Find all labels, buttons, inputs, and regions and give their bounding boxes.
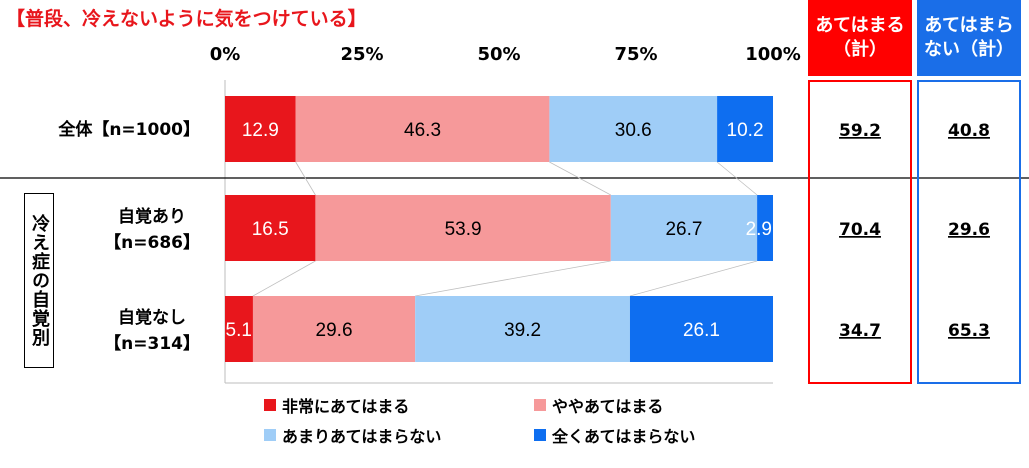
connector-line [252,260,316,297]
agree-header-line2: （計） [833,39,887,60]
x-tick-label: 75% [614,44,657,65]
data-label: 26.1 [683,320,720,341]
agree-total-column [808,80,912,384]
disagree-total-value: 40.8 [948,121,990,141]
bar-segment [757,195,773,261]
group-label: 冷え症の自覚別 [29,214,50,347]
data-label: 46.3 [404,120,441,141]
legend-item-somewhat: ややあてはまる [534,393,663,417]
data-label: 26.7 [665,219,702,240]
connector-line [716,161,758,196]
legend-item-not-much: あまりあてはまらない [264,423,441,447]
data-label: 39.2 [504,320,541,341]
category-label: 全体【n=1000】 [57,119,200,140]
legend-swatch [264,399,276,411]
bar-segment [549,96,718,162]
bar-segment [295,96,550,162]
bar-segment [629,296,773,362]
bar-segment [252,296,416,362]
x-tick-label: 25% [340,44,383,65]
legend-swatch [534,399,546,411]
disagree-total-header: あてはまら ない（計） [917,0,1021,76]
x-tick-label: 100% [745,44,801,65]
bar-segment [225,296,253,362]
data-label: 16.5 [252,219,289,240]
data-label: 53.9 [445,219,482,240]
connector-line [295,161,316,196]
disagree-total-value: 65.3 [948,321,990,341]
data-label: 29.6 [316,320,353,341]
disagree-header-line1: あてはまら [924,15,1014,36]
category-label: 自覚なし [118,307,186,328]
agree-total-value: 70.4 [839,220,881,240]
connector-line [549,161,611,196]
agree-header-line1: あてはまる [815,15,905,36]
data-label: 10.2 [727,120,764,141]
agree-total-value: 59.2 [839,121,881,141]
bar-segment [415,296,630,362]
legend-label: あまりあてはまらない [282,427,442,446]
disagree-header-line2: ない（計） [924,39,1014,60]
agree-total-value: 34.7 [839,321,881,341]
legend-swatch [534,429,546,441]
disagree-total-value: 29.6 [948,220,990,240]
bar-segment [610,195,758,261]
group-label-box: 冷え症の自覚別 [24,193,54,368]
bar-segment [315,195,611,261]
data-label: 5.1 [226,320,252,341]
x-tick-label: 0% [210,44,241,65]
data-label: 12.9 [242,120,279,141]
data-label: 2.9 [746,219,772,240]
agree-total-header: あてはまる （計） [808,0,912,76]
disagree-total-column [917,80,1021,384]
legend-label: 全くあてはまらない [552,427,696,446]
connector-line [415,260,611,297]
legend-label: ややあてはまる [552,397,664,416]
connector-line [629,260,758,297]
category-sample-size: 【n=314】 [104,333,200,354]
legend-item-not-at-all: 全くあてはまらない [534,423,695,447]
legend-swatch [264,429,276,441]
legend-label: 非常にあてはまる [282,397,410,416]
legend-item-very: 非常にあてはまる [264,393,409,417]
bar-segment [225,195,316,261]
chart-title: 【普段、冷えないように気をつけている】 [6,8,367,30]
category-label: 自覚あり [118,206,186,227]
bar-segment [717,96,773,162]
data-label: 30.6 [615,120,652,141]
category-sample-size: 【n=686】 [104,232,200,253]
x-tick-label: 50% [477,44,520,65]
bar-segment [225,96,296,162]
